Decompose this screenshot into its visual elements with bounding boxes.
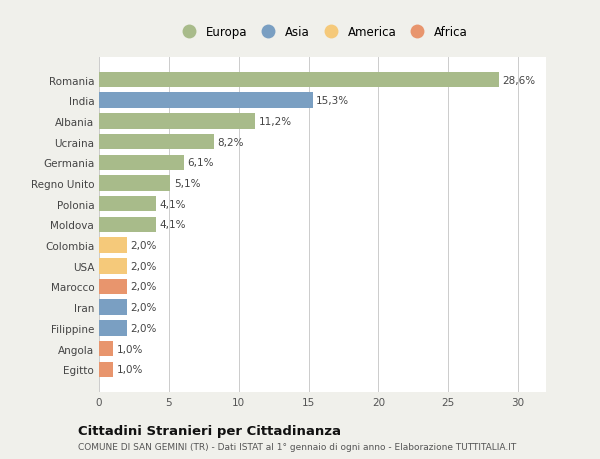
Bar — [99, 73, 499, 88]
Text: 8,2%: 8,2% — [217, 137, 244, 147]
Bar — [99, 320, 127, 336]
Bar — [99, 93, 313, 109]
Bar — [99, 279, 127, 295]
Bar — [99, 217, 156, 233]
Text: 28,6%: 28,6% — [502, 75, 535, 85]
Text: Cittadini Stranieri per Cittadinanza: Cittadini Stranieri per Cittadinanza — [78, 425, 341, 437]
Text: 5,1%: 5,1% — [174, 179, 200, 189]
Bar — [99, 134, 214, 150]
Text: 2,0%: 2,0% — [130, 302, 157, 313]
Text: 4,1%: 4,1% — [160, 199, 186, 209]
Legend: Europa, Asia, America, Africa: Europa, Asia, America, Africa — [177, 27, 468, 39]
Text: 6,1%: 6,1% — [188, 158, 214, 168]
Bar — [99, 341, 113, 357]
Bar — [99, 238, 127, 253]
Text: 1,0%: 1,0% — [116, 344, 143, 354]
Bar — [99, 114, 256, 129]
Text: 2,0%: 2,0% — [130, 282, 157, 292]
Bar — [99, 362, 113, 377]
Bar — [99, 300, 127, 315]
Text: 15,3%: 15,3% — [316, 96, 349, 106]
Text: 11,2%: 11,2% — [259, 117, 292, 127]
Text: 2,0%: 2,0% — [130, 323, 157, 333]
Text: 2,0%: 2,0% — [130, 241, 157, 251]
Bar — [99, 258, 127, 274]
Bar — [99, 196, 156, 212]
Bar — [99, 155, 184, 171]
Text: COMUNE DI SAN GEMINI (TR) - Dati ISTAT al 1° gennaio di ogni anno - Elaborazione: COMUNE DI SAN GEMINI (TR) - Dati ISTAT a… — [78, 442, 516, 451]
Text: 4,1%: 4,1% — [160, 220, 186, 230]
Text: 1,0%: 1,0% — [116, 364, 143, 375]
Bar — [99, 176, 170, 191]
Text: 2,0%: 2,0% — [130, 261, 157, 271]
